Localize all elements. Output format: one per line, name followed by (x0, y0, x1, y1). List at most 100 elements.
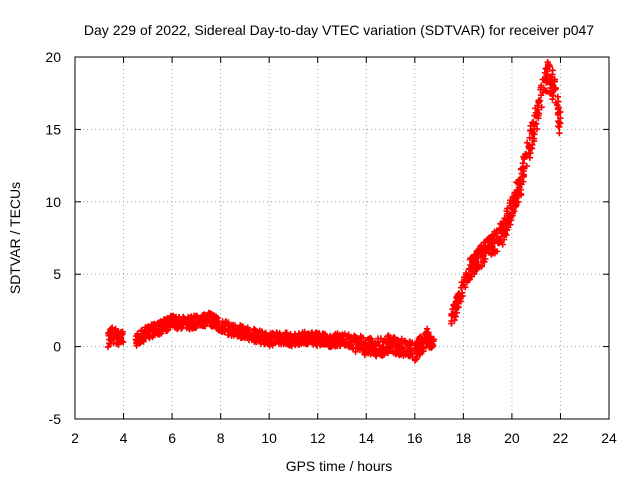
data-point (355, 344, 363, 352)
data-point (546, 62, 553, 69)
data-point (104, 343, 112, 351)
data-point (361, 350, 368, 358)
data-point (451, 316, 458, 324)
data-point (365, 335, 372, 343)
data-point (329, 342, 336, 349)
data-point (286, 340, 293, 348)
data-point (520, 153, 528, 160)
x-tick-label: 16 (407, 430, 423, 446)
y-tick-label: -5 (49, 411, 62, 427)
x-tick-label: 2 (71, 430, 79, 446)
data-point (324, 335, 331, 342)
data-point (375, 338, 382, 346)
data-point (499, 230, 507, 237)
data-points (104, 58, 564, 364)
data-point (549, 67, 556, 74)
data-point (489, 232, 496, 239)
data-point (225, 322, 232, 330)
data-point (358, 334, 365, 341)
data-point (260, 332, 267, 340)
data-point (484, 236, 491, 244)
data-point (287, 341, 294, 349)
data-point (324, 340, 331, 348)
data-point (222, 318, 229, 326)
data-point (377, 345, 384, 352)
data-point (387, 347, 394, 354)
data-point (542, 75, 549, 82)
data-point (448, 317, 455, 325)
data-point (555, 109, 562, 116)
data-point (523, 162, 530, 170)
data-point (547, 78, 555, 86)
data-point (517, 186, 525, 193)
data-point (251, 338, 258, 345)
data-point (502, 225, 509, 232)
data-point (221, 328, 229, 335)
data-point (529, 135, 537, 142)
data-point (404, 343, 412, 350)
data-point (396, 339, 404, 347)
data-point (245, 336, 253, 344)
data-point (492, 230, 500, 237)
data-point (347, 336, 354, 343)
data-point (247, 329, 254, 337)
data-point (335, 335, 342, 342)
data-point (424, 331, 431, 338)
data-point (261, 337, 268, 344)
data-point (351, 339, 358, 346)
data-point (200, 311, 208, 318)
data-point (523, 139, 531, 146)
data-point (488, 246, 496, 253)
data-point (547, 84, 554, 92)
data-point (378, 346, 385, 353)
data-point (313, 342, 321, 349)
data-point (282, 329, 289, 336)
data-point (385, 336, 393, 344)
data-point (531, 121, 538, 129)
data-point (171, 322, 179, 330)
data-point (205, 316, 212, 323)
data-point (518, 181, 525, 188)
data-point (211, 313, 219, 320)
data-point (360, 340, 368, 347)
data-point (368, 345, 376, 352)
data-point (549, 95, 556, 103)
data-point (277, 340, 285, 348)
data-point (538, 104, 545, 111)
data-point (301, 328, 308, 336)
data-point (556, 129, 563, 137)
data-point (107, 337, 115, 345)
x-tick-label: 14 (358, 430, 374, 446)
data-point (424, 340, 431, 348)
data-point (512, 203, 519, 210)
data-point (553, 101, 561, 109)
data-point (142, 327, 150, 334)
data-point (206, 310, 213, 318)
data-point (180, 313, 187, 321)
y-tick-label: 10 (45, 194, 61, 210)
data-point (184, 322, 192, 329)
x-tick-label: 8 (217, 430, 225, 446)
y-tick-label: 0 (53, 339, 61, 355)
x-tick-label: 20 (504, 430, 520, 446)
data-point (140, 333, 148, 340)
x-tick-label: 6 (168, 430, 176, 446)
data-point (497, 220, 504, 228)
data-point (379, 352, 386, 359)
data-point (332, 330, 339, 338)
data-point (526, 145, 534, 152)
data-point (208, 318, 215, 325)
data-point (487, 250, 495, 258)
data-point (453, 309, 461, 316)
data-point (506, 199, 513, 207)
data-point (280, 334, 287, 341)
data-point (188, 325, 196, 332)
data-point (411, 342, 419, 349)
data-point (351, 332, 358, 339)
data-point (500, 236, 508, 243)
data-point (306, 332, 314, 339)
data-point (284, 336, 291, 343)
data-point (164, 321, 171, 329)
x-tick-label: 4 (120, 430, 128, 446)
